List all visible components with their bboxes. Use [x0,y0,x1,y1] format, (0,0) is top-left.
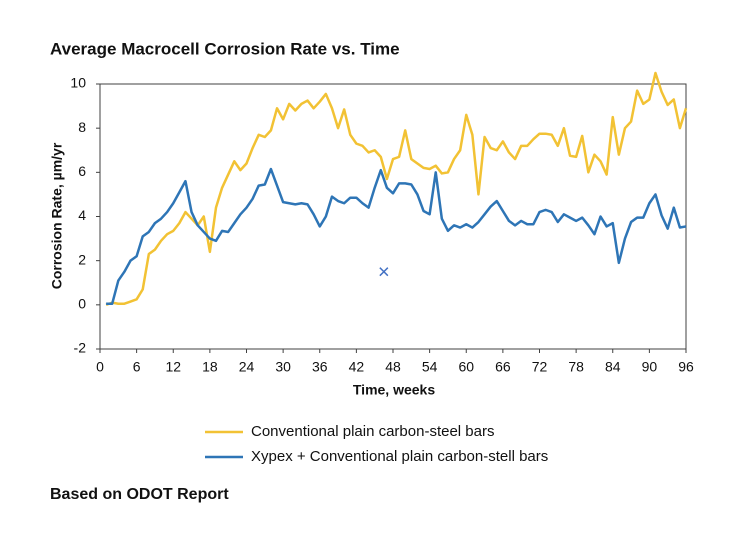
x-tick-label: 6 [133,359,141,375]
x-tick-label: 18 [202,359,218,375]
x-tick-label: 78 [568,359,584,375]
footnote: Based on ODOT Report [50,486,229,503]
y-tick-label: 4 [78,207,86,223]
x-tick-label: 54 [422,359,438,375]
y-tick-label: 6 [78,163,86,179]
x-tick-label: 60 [458,359,474,375]
x-axis-label: Time, weeks [353,382,435,398]
y-tick-label: -2 [74,340,87,356]
x-tick-label: 96 [678,359,694,375]
x-tick-label: 36 [312,359,328,375]
x-tick-label: 12 [165,359,181,375]
x-tick-label: 42 [349,359,365,375]
series-line [105,71,688,307]
chart-title: Average Macrocell Corrosion Rate vs. Tim… [50,39,400,58]
x-tick-label: 48 [385,359,401,375]
legend-label: Xypex + Conventional plain carbon-stell … [251,448,548,465]
y-tick-label: 0 [78,296,86,312]
y-tick-label: 10 [70,75,86,91]
x-tick-label: 24 [239,359,255,375]
x-tick-label: 84 [605,359,621,375]
y-axis-label: Corrosion Rate, µm/yr [49,142,65,289]
x-tick-label: 30 [275,359,291,375]
legend-label: Conventional plain carbon-steel bars [251,423,494,440]
series-line [106,167,687,305]
x-tick-label: 66 [495,359,511,375]
x-tick-label: 90 [642,359,658,375]
marker [379,267,389,277]
x-tick-label: 72 [532,359,548,375]
x-tick-label: 0 [96,359,104,375]
y-tick-label: 8 [78,119,86,135]
y-tick-label: 2 [78,251,86,267]
